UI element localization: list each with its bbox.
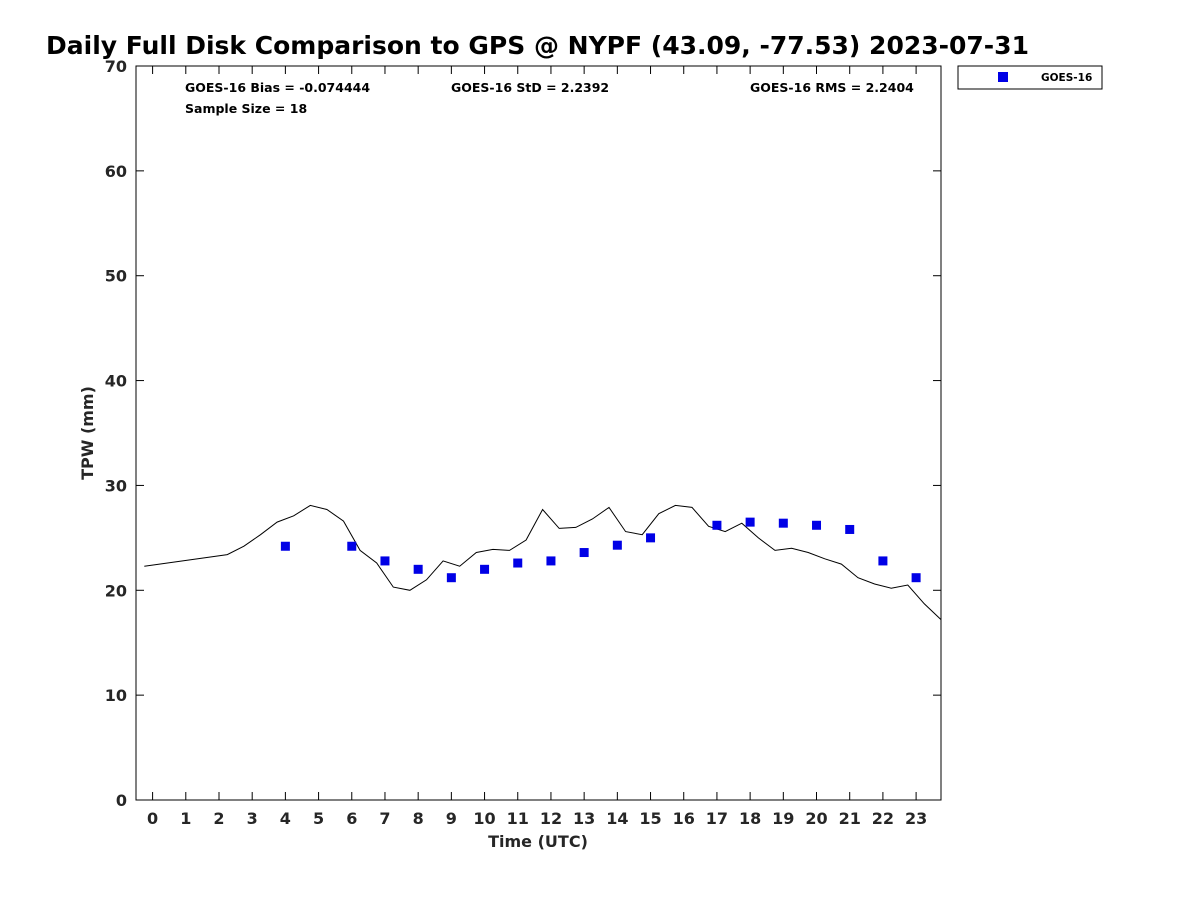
y-tick-label: 20 [105,581,127,600]
goes16-data-point [878,556,888,566]
goes16-data-point [280,541,290,551]
y-tick-label: 40 [105,372,127,391]
y-tick-label: 70 [105,57,127,76]
goes16-data-point [745,517,755,527]
goes16-data-point [380,556,390,566]
x-tick-label: 22 [872,809,894,828]
x-tick-label: 0 [147,809,158,828]
goes16-data-point [446,573,456,583]
y-tick-label: 60 [105,162,127,181]
x-axis-ticks: 0 1 2 3 4 5 6 7 8 9 10 11 12 13 14 15 16 17 18 19 20 21 22 23 [147,66,927,828]
goes16-data-point [579,548,589,558]
goes16-data-point [513,558,523,568]
y-tick-label: 10 [105,686,127,705]
x-tick-label: 7 [379,809,390,828]
goes16-data-point [911,573,921,583]
goes16-data-point [612,540,622,550]
stat-bias: GOES-16 Bias = -0.074444 [185,80,370,95]
x-axis-label: Time (UTC) [488,832,588,851]
y-tick-label: 0 [116,791,127,810]
x-tick-label: 16 [673,809,695,828]
legend: GOES-16 [957,65,1103,90]
x-tick-label: 5 [313,809,324,828]
legend-box [957,65,1103,90]
x-tick-label: 19 [772,809,794,828]
legend-label-goes16: GOES-16 [1041,72,1092,84]
goes16-data-point [480,564,490,574]
x-tick-label: 10 [473,809,495,828]
plot-area: 0 1 2 3 4 5 6 7 8 9 10 11 12 13 14 15 16 17 18 19 20 21 22 23 0… [105,57,942,828]
plot-frame [135,65,942,801]
goes16-data-point [845,524,855,534]
goes16-data-point [413,564,423,574]
y-axis-ticks: 0 10 20 30 40 50 60 70 [105,57,941,810]
x-tick-label: 8 [413,809,424,828]
x-tick-label: 11 [507,809,529,828]
x-tick-label: 4 [280,809,291,828]
x-tick-label: 18 [739,809,761,828]
x-tick-label: 1 [180,809,191,828]
stat-std: GOES-16 StD = 2.2392 [451,80,609,95]
x-tick-label: 21 [839,809,861,828]
x-tick-label: 12 [540,809,562,828]
x-tick-label: 13 [573,809,595,828]
goes16-data-point [546,556,556,566]
point-series-layer [280,517,921,583]
x-tick-label: 3 [247,809,258,828]
goes16-data-point [712,520,722,530]
x-tick-label: 2 [213,809,224,828]
x-tick-label: 20 [805,809,827,828]
x-tick-label: 6 [346,809,357,828]
goes16-data-point [646,533,656,543]
x-tick-label: 14 [606,809,628,828]
goes16-data-point [812,520,822,530]
gps-tpw-line [144,504,942,620]
line-series-layer [144,504,942,620]
x-tick-label: 15 [639,809,661,828]
y-tick-label: 50 [105,267,127,286]
stat-sample-size: Sample Size = 18 [185,101,307,116]
x-tick-label: 17 [706,809,728,828]
legend-marker-goes16 [998,72,1008,82]
x-tick-label: 23 [905,809,927,828]
x-tick-label: 9 [446,809,457,828]
chart-title: Daily Full Disk Comparison to GPS @ NYPF… [46,31,1029,60]
y-tick-label: 30 [105,476,127,495]
goes16-data-point [778,518,788,528]
goes16-data-point [347,541,357,551]
stat-rms: GOES-16 RMS = 2.2404 [750,80,914,95]
y-axis-label: TPW (mm) [78,386,97,480]
